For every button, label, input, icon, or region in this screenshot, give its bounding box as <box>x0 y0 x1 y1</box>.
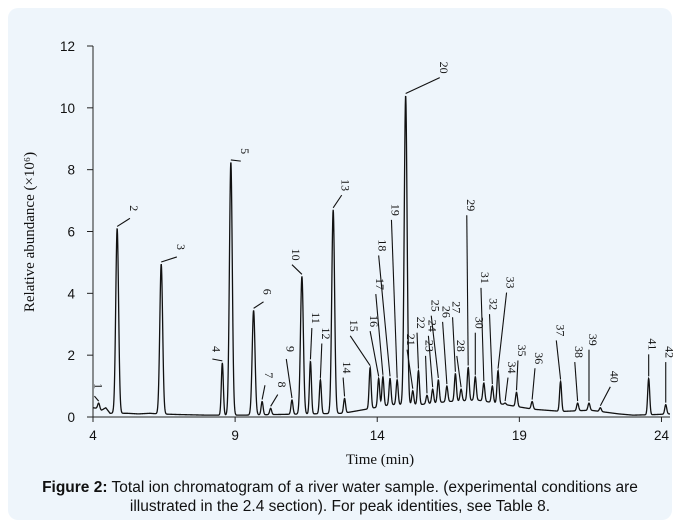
peak-label-17: 17 <box>373 278 387 290</box>
peak-leader-11 <box>309 328 313 360</box>
x-tick-label: 14 <box>370 428 386 443</box>
y-tick-label: 10 <box>60 101 75 116</box>
peak-label-25: 25 <box>428 300 442 312</box>
peak-label-4: 4 <box>209 346 223 352</box>
peak-label-11: 11 <box>309 312 323 324</box>
peak-label-9: 9 <box>283 346 297 352</box>
figure-caption: Figure 2: Total ion chromatogram of a ri… <box>20 478 660 516</box>
peak-leader-38 <box>574 362 579 402</box>
peak-leader-18 <box>378 255 391 377</box>
y-tick-label: 6 <box>67 225 75 240</box>
peak-leader-14 <box>342 377 346 397</box>
peak-label-10: 10 <box>289 249 303 261</box>
peak-leader-29 <box>466 215 469 366</box>
peak-label-21: 21 <box>404 334 418 346</box>
peak-leader-25 <box>430 315 439 378</box>
peak-leader-13 <box>332 194 343 209</box>
peak-leader-15 <box>349 335 371 366</box>
peak-leader-37 <box>555 340 562 380</box>
peak-label-1: 1 <box>91 383 105 389</box>
y-tick-label: 4 <box>67 286 75 301</box>
y-axis-title: Relative abundance (×10⁶) <box>22 152 38 312</box>
chromatogram-trace <box>92 95 671 416</box>
peak-label-6: 6 <box>261 289 275 295</box>
peak-label-29: 29 <box>464 199 478 211</box>
caption-text: Total ion chromatogram of a river water … <box>107 479 638 515</box>
peak-label-22: 22 <box>414 317 428 329</box>
peak-leader-8 <box>270 394 279 407</box>
peak-label-31: 31 <box>478 272 492 284</box>
peak-label-42: 42 <box>663 346 677 358</box>
peak-label-2: 2 <box>127 205 141 211</box>
peak-label-39: 39 <box>586 334 600 346</box>
peak-leader-26 <box>442 321 448 385</box>
peak-leader-31 <box>480 287 485 382</box>
y-tick-label: 8 <box>67 163 75 178</box>
peak-leader-5 <box>230 159 241 162</box>
peak-label-13: 13 <box>339 179 353 191</box>
x-tick-label: 4 <box>89 428 97 443</box>
peak-label-30: 30 <box>472 317 486 329</box>
peak-label-36: 36 <box>532 352 546 364</box>
peak-leader-32 <box>488 314 493 385</box>
peak-leader-21 <box>406 349 414 389</box>
peak-leader-19 <box>390 219 398 378</box>
peak-leader-23 <box>425 355 428 394</box>
peak-label-12: 12 <box>319 328 333 340</box>
peak-label-20: 20 <box>437 62 451 74</box>
y-tick-label: 2 <box>67 348 75 363</box>
peak-leader-17 <box>375 294 384 375</box>
peak-label-7: 7 <box>262 372 276 378</box>
peak-leader-24 <box>427 335 434 388</box>
peak-label-15: 15 <box>347 320 361 332</box>
tic-line <box>92 95 671 416</box>
peak-label-19: 19 <box>388 204 402 216</box>
peak-leader-3 <box>161 256 178 263</box>
peak-leader-7 <box>261 385 266 400</box>
peak-leader-6 <box>253 301 264 309</box>
peak-leader-9 <box>285 358 293 399</box>
x-tick-label: 9 <box>231 428 239 443</box>
x-tick-label: 24 <box>654 428 670 443</box>
peak-label-41: 41 <box>646 338 660 350</box>
peak-leader-40 <box>599 386 611 406</box>
caption-label: Figure 2: <box>42 479 108 496</box>
peak-label-32: 32 <box>487 298 501 310</box>
peak-leader-12 <box>319 343 323 378</box>
peak-label-33: 33 <box>504 277 518 289</box>
peak-leader-34 <box>504 377 509 402</box>
peak-label-26: 26 <box>440 306 454 318</box>
peak-label-18: 18 <box>376 239 390 251</box>
peak-label-3: 3 <box>174 244 188 250</box>
x-axis-title: Time (min) <box>346 452 414 468</box>
peak-label-14: 14 <box>340 362 354 374</box>
peak-leader-36 <box>531 368 536 400</box>
y-tick-label: 12 <box>60 39 75 54</box>
peak-label-8: 8 <box>275 382 289 388</box>
peak-leader-4 <box>212 358 223 362</box>
peak-label-5: 5 <box>238 148 252 154</box>
peak-leader-27 <box>452 317 456 372</box>
peak-label-37: 37 <box>553 324 567 336</box>
peak-label-27: 27 <box>450 301 464 313</box>
peak-label-34: 34 <box>505 362 519 374</box>
peak-leader-10 <box>291 264 303 275</box>
y-tick-label: 0 <box>67 410 75 425</box>
peak-label-35: 35 <box>515 345 529 357</box>
peak-label-38: 38 <box>572 346 586 358</box>
peak-leader-28 <box>456 355 462 388</box>
peak-leader-22 <box>416 332 420 369</box>
peak-leader-16 <box>369 331 380 377</box>
x-tick-label: 19 <box>512 428 527 443</box>
peak-label-40: 40 <box>607 371 621 383</box>
peak-leader-2 <box>116 217 131 227</box>
peak-labels: 1234567891011121314151617181920212223242… <box>91 62 677 407</box>
peak-leader-1 <box>94 395 100 402</box>
peak-leader-20 <box>405 77 440 94</box>
peak-label-28: 28 <box>454 340 468 352</box>
peak-leader-35 <box>515 360 519 391</box>
peak-leader-33 <box>497 292 508 369</box>
